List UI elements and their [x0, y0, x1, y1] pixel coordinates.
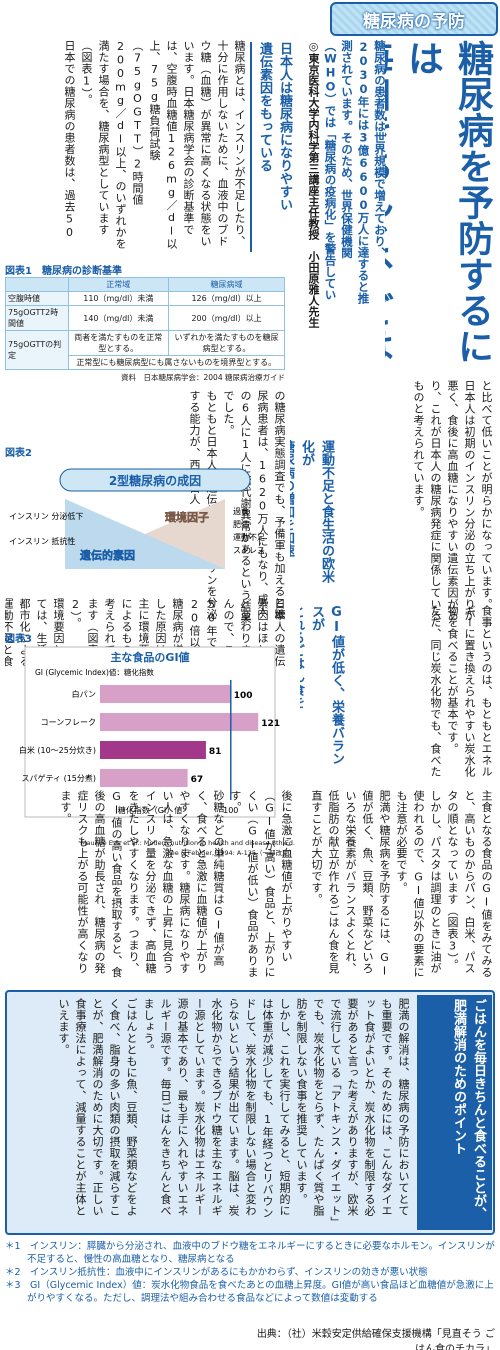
author-credit: ◎東京医科大学内科学第三講座主任教授 小田原雅人先生 — [307, 40, 320, 328]
bar — [100, 769, 188, 787]
bar-value-label: 81 — [209, 747, 222, 757]
footnotes: ＊1 インスリン：膵臓から分泌され、血液中のブドウ糖をエネルギーにするときに必要… — [5, 1240, 495, 1320]
x-axis-tick: 100 — [223, 806, 238, 815]
chart-source: Maurice E.S. et al.: Modern nutrition in… — [80, 839, 295, 857]
fig3-caption: 図表3 — [5, 634, 32, 645]
x-axis-label: 糖化指数（GI）値 — [118, 805, 183, 815]
advice-box-title: ごはんを毎日きちんと食べることが、 肥満解消のためのポイント — [417, 995, 492, 1230]
table-row: 75gOGTTの判定 両者を満たすものを正常型とする。 いずれかを満たすものを糖尿病… — [5, 330, 285, 370]
section1-heading: 日本人は糖尿病になりやすい 遺伝素因をもっている — [250, 42, 294, 252]
page-title: 糖尿病を予防するには 毎日きちんと、ごはん食を — [385, 40, 493, 364]
bar-value-label: 100 — [234, 691, 253, 701]
advice-box-text: 肥満の解消は、糖尿病の予防においてとても重要です。そのためには、こんなダイエット… — [57, 998, 410, 1223]
env-factor-label: 環境因子 — [165, 510, 209, 524]
gi-chart-figure: 図表3 主な食品のGI値 GI (Glycemic Index)値：糖化指数 白… — [5, 630, 295, 857]
bar-category-label: コーンフレーク — [41, 718, 96, 727]
section3-heading: GI値が低く、栄養バランスが とれるごはん食を — [300, 605, 344, 765]
diagnosis-table: 正常域 糖尿病域 空腹時値 110（mg/dl）未満 126（mg/dl）以上 75g… — [5, 277, 286, 370]
footnote: ＊1 インスリン：膵臓から分泌され、血液中のブドウ糖をエネルギーにするときに必要… — [5, 1241, 495, 1265]
table-header: 糖尿病域 — [168, 277, 285, 292]
table-header: 正常域 — [67, 277, 170, 292]
gi-chart: 主な食品のGI値 GI (Glycemic Index)値：糖化指数 白パン 10… — [19, 646, 280, 818]
table-row: 正常型にも糖尿病型にも属さないものを境界型とする。 — [6, 355, 286, 370]
bar — [100, 741, 206, 759]
section1-text3: と比べて低いことが明らかになっています。 日本人は初期のインスリン分泌の立ち上が… — [412, 380, 493, 622]
section2-heading: 運動不足と食生活の欧米化が 糖尿病の増加を加速 — [290, 440, 334, 583]
section3-text2: 後に急激に血糖値が上がりやすい（GI値が高い）食品と、上がりにくい（GI値が低い… — [59, 790, 293, 978]
fig2-diagram: 2型糖尿病の成因 環境因子 遺伝的素因 インスリン 分泌低下 インスリン 抵抗性… — [9, 468, 265, 569]
source-credit: 出典：（社）米穀安定供給確保支援機構「見直そう ごはん食のチカラ」 — [256, 1329, 495, 1350]
category-tag: 糖尿病の予防 — [330, 2, 498, 36]
bar — [100, 685, 231, 703]
table-row: 75gOGTT2時間値 140（mg/dl）未満 200（mg/dl）以上 — [5, 305, 285, 331]
section3-text1: 食事というのは、もともとエネルギーに置き換えられやすい炭水化物を食べることが基本… — [429, 605, 493, 778]
bar-value-label: 121 — [261, 719, 280, 729]
footnote: ＊2 インスリン抵抗性：血液中にインスリンがあるにもかかわらず、インスリンの効き… — [5, 1267, 428, 1278]
bar-category-label: スパゲティ (15分煮) — [22, 773, 96, 783]
footnote: ＊3 GI（Glycemic Index）値：炭水化物食品を食べたあとの血糖上昇… — [5, 1280, 494, 1304]
gene-factor-label: 遺伝的素因 — [79, 548, 135, 562]
lead-text: 糖尿病の患者数は世界規模で増えており、2030年には3億6600万人に達すると推… — [320, 40, 387, 305]
right-label: 肥満 — [233, 520, 249, 529]
bar — [100, 713, 259, 731]
section1-text1: 糖尿病とは、インスリンが不足したり、十分に作用しないために、血液中のブドウ糖（血… — [63, 40, 246, 250]
bar-category-label: 白パン — [72, 689, 96, 699]
fig2-title: 2型糖尿病の成因 — [109, 473, 201, 488]
section3-text3: 主食となる食品のGI値をみてみると、高いものからパン、白米、パスタの順となってい… — [310, 790, 493, 978]
right-label: 過食 — [233, 506, 249, 516]
table-row: 空腹時値 110（mg/dl）未満 126（mg/dl）以上 — [5, 291, 285, 306]
bar-value-label: 67 — [191, 775, 204, 785]
chart-title: 主な食品のGI値 — [110, 650, 189, 664]
advice-box — [5, 990, 495, 1235]
right-label: 運動不足 — [233, 533, 265, 542]
diabetes-cause-figure: 図表2 2型糖尿病の成因 環境因子 遺伝的素因 インスリン 分泌低下 インスリン… — [5, 444, 295, 589]
table-source: 資料 日本糖尿病学会：2004 糖尿病治療ガイド — [121, 373, 285, 382]
right-label: ストレス — [233, 546, 265, 555]
fig2-caption: 図表2 — [5, 448, 32, 459]
left-label-1: インスリン 分泌低下 — [9, 511, 83, 521]
left-label-2: インスリン 抵抗性 — [9, 536, 75, 546]
table-caption: 図表1 糖尿病の診断基準 — [5, 266, 122, 277]
diagnosis-table-figure: 図表1 糖尿病の診断基準 正常域 糖尿病域 空腹時値 110（mg/dl）未満 126… — [5, 262, 286, 382]
bar-category-label: 白米 (10〜25分炊き) — [19, 745, 96, 755]
chart-subtitle: GI (Glycemic Index)値：糖化指数 — [35, 667, 154, 677]
